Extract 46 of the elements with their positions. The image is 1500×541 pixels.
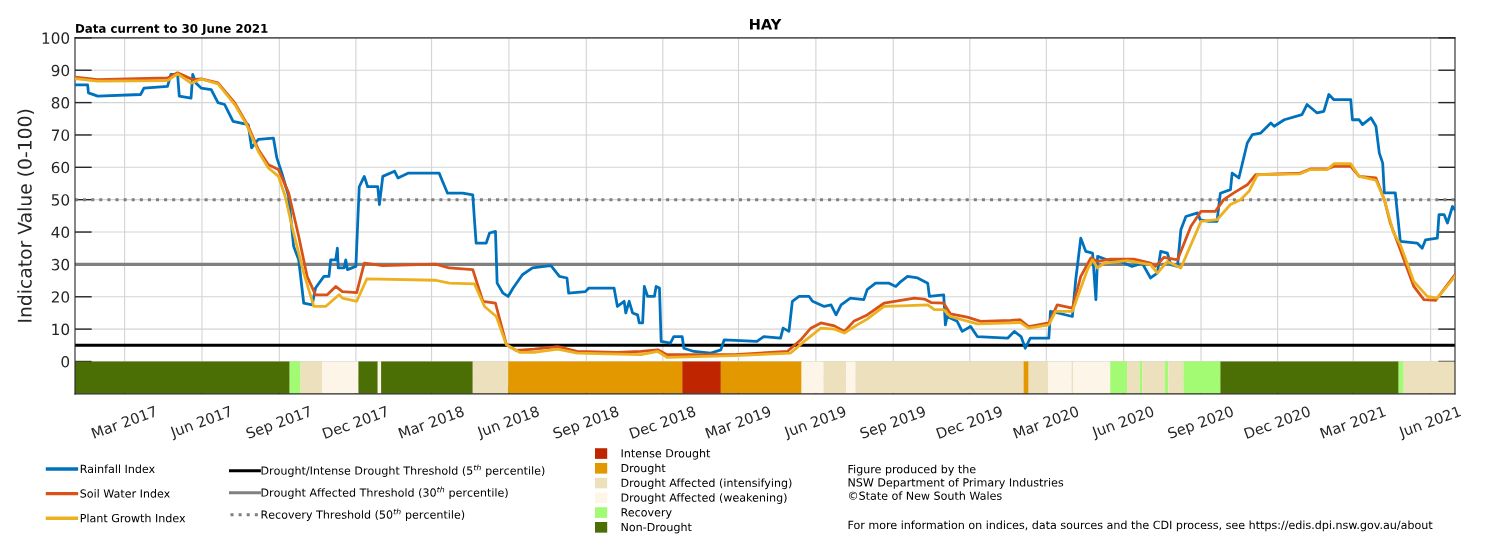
y-tick-label: 90 bbox=[51, 64, 70, 77]
x-tick-label: Sep 2018 bbox=[552, 405, 621, 442]
x-tick-label: Mar 2021 bbox=[1319, 405, 1386, 439]
x-tick-label: Jun 2019 bbox=[782, 405, 848, 441]
x-tick-label: Dec 2017 bbox=[322, 405, 390, 440]
text: For more information on indices, data sources and the CDI process, see https://edis.dpi.nsw.gov.au/about bbox=[848, 520, 1433, 532]
x-tick-label: Mar 2019 bbox=[704, 405, 772, 439]
y-tick-label: 30 bbox=[51, 258, 70, 271]
y-tick-label: 10 bbox=[52, 323, 70, 336]
legend-label: Soil Water Index bbox=[80, 489, 170, 498]
x-tick-label: Jun 2018 bbox=[475, 405, 541, 441]
x-tick-label: Sep 2019 bbox=[859, 405, 928, 442]
y-tick-label: 100 bbox=[42, 32, 70, 44]
text: Figure produced by the NSW Department of Primary Industries ©State of New South Wales bbox=[848, 464, 1064, 500]
legend-label: Drought/Intense Drought Threshold (5$^{th}$ percentile) bbox=[261, 464, 545, 477]
legend-label: Recovery Threshold (50$^{th}$ percentile) bbox=[261, 508, 465, 521]
y-tick-label: 70 bbox=[51, 129, 70, 141]
x-tick-label: Mar 2020 bbox=[1012, 405, 1080, 439]
y-tick-label: 40 bbox=[51, 226, 70, 239]
x-tick-label: Dec 2018 bbox=[628, 405, 697, 440]
text: Data current to 30 June 2021 bbox=[76, 23, 268, 36]
x-tick-label: Jun 2017 bbox=[168, 405, 234, 441]
y-tick-label: 0 bbox=[61, 355, 70, 368]
legend-label: Recovery bbox=[621, 508, 672, 519]
x-tick-label: Jun 2020 bbox=[1090, 405, 1156, 441]
x-tick-label: Dec 2019 bbox=[935, 405, 1004, 440]
y-tick-label: 60 bbox=[51, 161, 70, 174]
legend-label: Rainfall Index bbox=[80, 464, 155, 474]
x-tick-label: Mar 2018 bbox=[398, 405, 465, 439]
legend-label: Non-Drought bbox=[621, 522, 692, 534]
x-tick-label: Dec 2020 bbox=[1243, 405, 1311, 440]
x-tick-label: Mar 2017 bbox=[91, 405, 158, 439]
x-tick-label: Jun 2021 bbox=[1397, 405, 1463, 441]
y-tick-label: 20 bbox=[51, 291, 70, 303]
legend-label: Plant Growth Index bbox=[80, 513, 186, 523]
legend-label: Drought Affected (intensifying) bbox=[621, 478, 792, 490]
y-tick-label: 80 bbox=[51, 97, 70, 109]
y-axis-title: Indicator Value (0-100) bbox=[17, 109, 34, 322]
x-tick-label: Sep 2020 bbox=[1167, 405, 1236, 442]
chart-title: HAY bbox=[750, 18, 782, 30]
legend-label: Drought bbox=[621, 463, 666, 475]
legend-label: Drought Affected (weakening) bbox=[621, 493, 787, 504]
x-tick-label: Sep 2017 bbox=[245, 405, 314, 442]
legend-label: Drought Affected Threshold (30$^{th}$ percentile) bbox=[261, 486, 508, 499]
y-tick-label: 50 bbox=[51, 194, 70, 206]
legend-label: Intense Drought bbox=[621, 448, 711, 460]
